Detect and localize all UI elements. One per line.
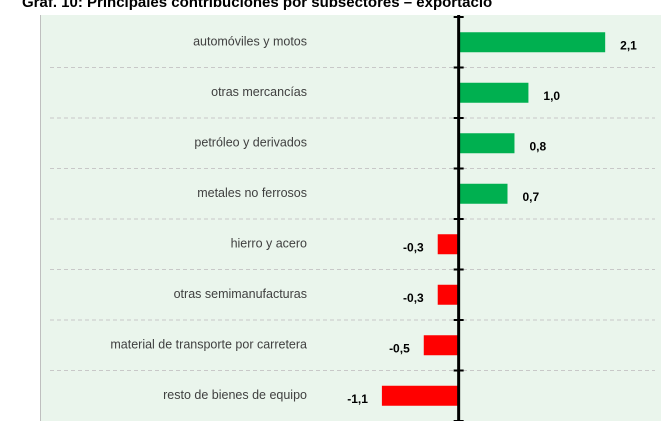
category-label: otras mercancías xyxy=(211,85,307,99)
category-label: petróleo y derivados xyxy=(194,136,307,150)
value-label: 1,0 xyxy=(543,89,560,103)
bar xyxy=(437,284,459,305)
chart-title: Gráf. 10: Principales contribuciones por… xyxy=(22,0,492,11)
bar xyxy=(437,234,459,255)
plot-background xyxy=(40,15,661,421)
bar xyxy=(458,82,529,103)
category-label: resto de bienes de equipo xyxy=(163,388,307,402)
category-label: hierro y acero xyxy=(231,237,307,251)
bar xyxy=(458,133,515,154)
bar xyxy=(381,385,459,406)
value-label: 2,1 xyxy=(620,38,637,52)
bar xyxy=(458,183,508,204)
value-label: 0,7 xyxy=(522,190,539,204)
value-label: -0,3 xyxy=(403,240,424,254)
category-label: metales no ferrosos xyxy=(197,186,307,200)
category-label: automóviles y motos xyxy=(193,35,307,49)
value-label: -0,3 xyxy=(403,291,424,305)
bar xyxy=(458,32,606,53)
category-label: material de transporte por carretera xyxy=(110,338,307,352)
value-label: -1,1 xyxy=(347,392,368,406)
value-label: 0,8 xyxy=(529,139,546,153)
value-label: -0,5 xyxy=(389,341,410,355)
bar xyxy=(423,335,459,356)
category-label: otras semimanufacturas xyxy=(174,287,307,301)
